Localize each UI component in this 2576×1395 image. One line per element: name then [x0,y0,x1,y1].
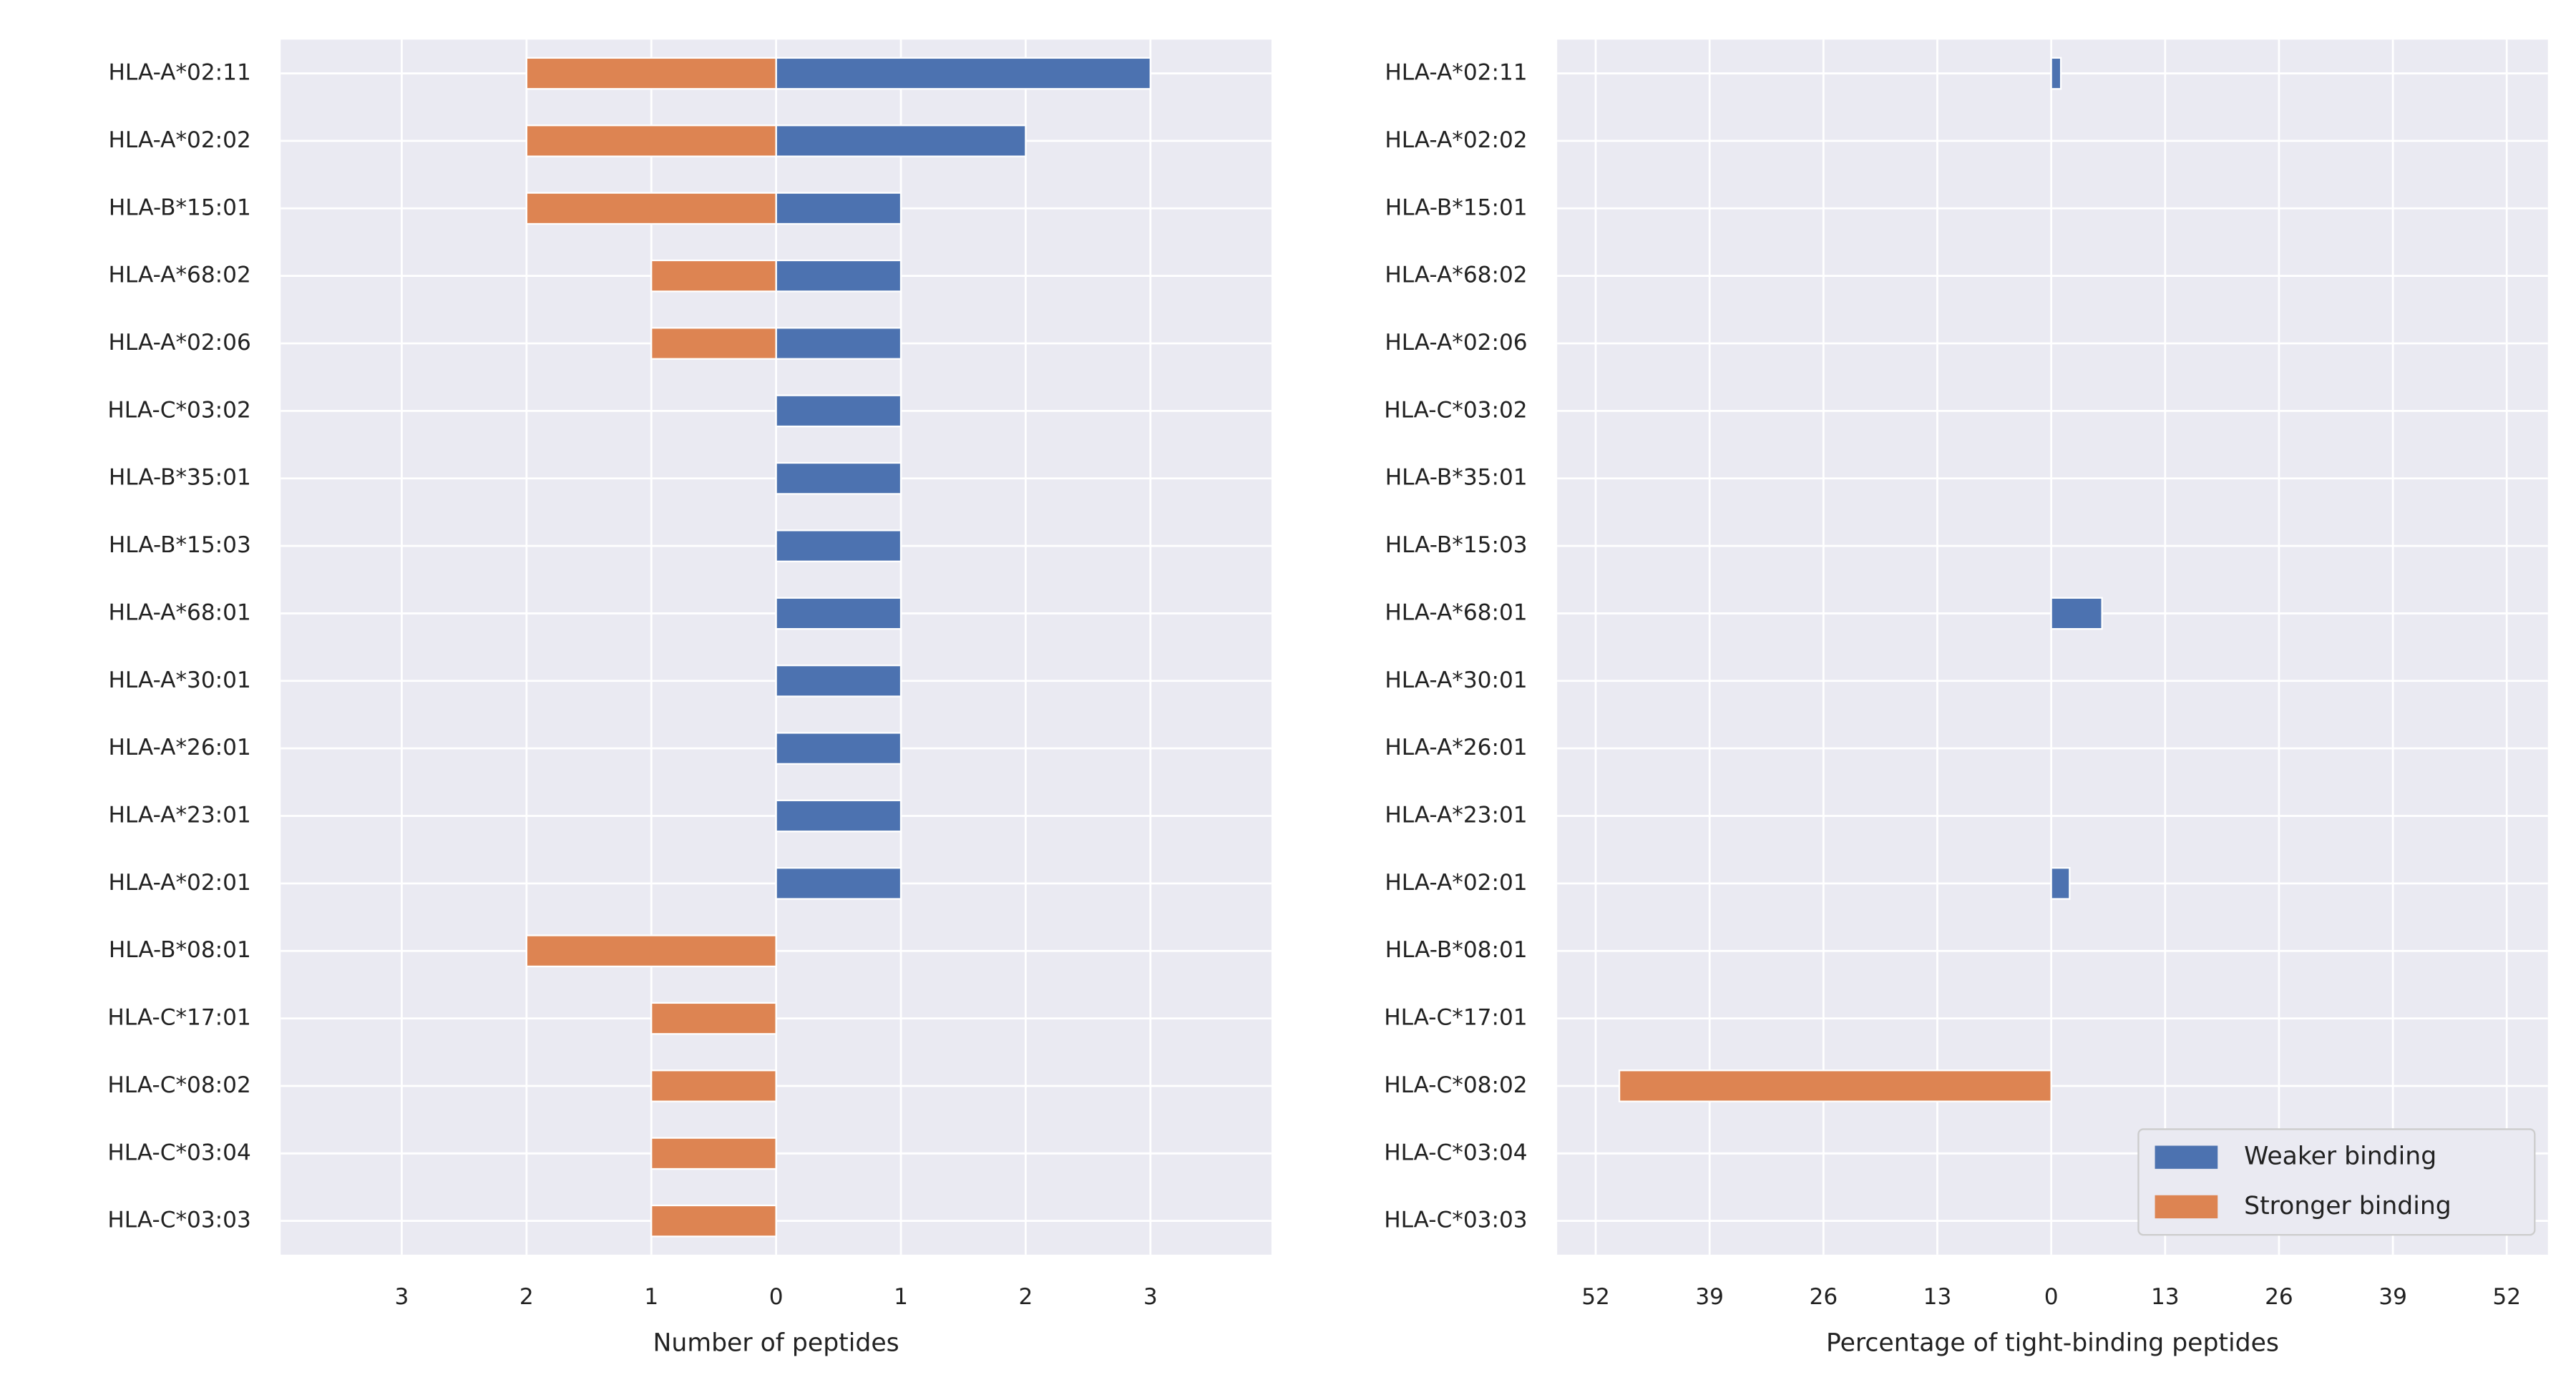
y-tick-label: HLA-B*08:01 [109,937,251,963]
bar [775,259,902,293]
y-tick-label: HLA-B*35:01 [109,465,251,491]
x-tick-label: 26 [1810,1284,1838,1310]
y-tick-label: HLA-A*02:02 [1385,127,1527,153]
legend-swatch [2155,1145,2218,1169]
y-tick-label: HLA-A*23:01 [108,803,250,828]
y-tick-label: HLA-C*03:03 [107,1208,250,1233]
x-tick-label: 13 [2151,1284,2180,1310]
bar [525,934,777,968]
y-tick-label: HLA-A*68:02 [1385,263,1527,288]
y-tick-label: HLA-A*26:01 [108,735,250,760]
x-tick-label: 2 [519,1284,534,1310]
bar [650,1204,777,1238]
x-tick-label: 0 [769,1284,784,1310]
bar [775,799,902,833]
bar [525,192,777,225]
x-tick-label: 39 [1695,1284,1724,1310]
bar [650,327,777,360]
y-tick-label: HLA-A*02:01 [108,870,250,896]
bar [525,57,777,90]
y-tick-label: HLA-A*02:06 [1385,330,1527,356]
bar [650,259,777,293]
x-tick-label: 1 [644,1284,658,1310]
x-tick-label: 3 [1143,1284,1158,1310]
x-tick-label: 39 [2379,1284,2407,1310]
y-tick-label: HLA-B*15:01 [109,195,251,220]
y-tick-label: HLA-C*03:03 [1384,1208,1527,1233]
bar [775,597,902,630]
y-tick-label: HLA-C*17:01 [1384,1005,1527,1031]
bar [650,1002,777,1035]
x-tick-label: 52 [1581,1284,1610,1310]
x-tick-label: 2 [1018,1284,1033,1310]
y-tick-label: HLA-C*03:02 [1384,397,1527,423]
x-axis-label: Percentage of tight-binding peptides [1826,1328,2279,1357]
bar [2050,867,2071,900]
x-tick-label: 26 [2265,1284,2293,1310]
bar [2050,597,2103,630]
bar [650,1137,777,1170]
y-tick-label: HLA-A*02:11 [1385,60,1527,86]
legend-swatch [2155,1195,2218,1219]
y-tick-label: HLA-B*35:01 [1385,465,1528,491]
bar [775,327,902,360]
bar [775,867,902,900]
bar [775,664,902,698]
y-tick-label: HLA-C*17:01 [107,1005,250,1031]
y-tick-label: HLA-C*03:04 [1384,1140,1527,1165]
x-axis-label: Number of peptides [653,1328,899,1357]
bar [2050,57,2062,90]
bar [775,732,902,765]
legend-box [2137,1128,2536,1236]
bar [775,192,902,225]
x-tick-label: 13 [1923,1284,1952,1310]
plot-background [1557,39,2548,1255]
y-tick-label: HLA-B*15:03 [1385,532,1528,558]
legend-label: Weaker binding [2244,1142,2436,1171]
y-tick-label: HLA-C*03:04 [107,1140,250,1165]
legend-label: Stronger binding [2244,1192,2451,1220]
y-tick-label: HLA-A*02:06 [108,330,250,356]
bar [775,394,902,428]
y-tick-label: HLA-B*15:03 [109,532,251,558]
bar [650,1070,777,1102]
y-tick-label: HLA-A*23:01 [1385,803,1527,828]
y-tick-label: HLA-A*30:01 [1385,667,1527,693]
bar [775,124,1027,157]
bar [775,461,902,495]
y-tick-label: HLA-A*30:01 [108,667,250,693]
y-tick-label: HLA-B*15:01 [1385,195,1528,220]
x-tick-label: 3 [395,1284,409,1310]
bar [525,124,777,157]
bar [775,529,902,562]
y-tick-label: HLA-A*68:02 [108,263,250,288]
y-tick-label: HLA-B*08:01 [1385,937,1528,963]
y-tick-label: HLA-A*02:11 [108,60,250,86]
bar [775,57,1151,90]
x-tick-label: 1 [894,1284,908,1310]
y-tick-label: HLA-A*02:01 [1385,870,1527,896]
x-tick-label: 0 [2044,1284,2059,1310]
x-tick-label: 52 [2492,1284,2521,1310]
bar [1618,1070,2052,1102]
y-tick-label: HLA-A*26:01 [1385,735,1527,760]
y-tick-label: HLA-A*02:02 [108,127,250,153]
y-tick-label: HLA-A*68:01 [108,599,250,625]
y-tick-label: HLA-C*08:02 [1384,1072,1527,1098]
y-tick-label: HLA-C*08:02 [107,1072,250,1098]
y-tick-label: HLA-C*03:02 [107,397,250,423]
y-tick-label: HLA-A*68:01 [1385,599,1527,625]
